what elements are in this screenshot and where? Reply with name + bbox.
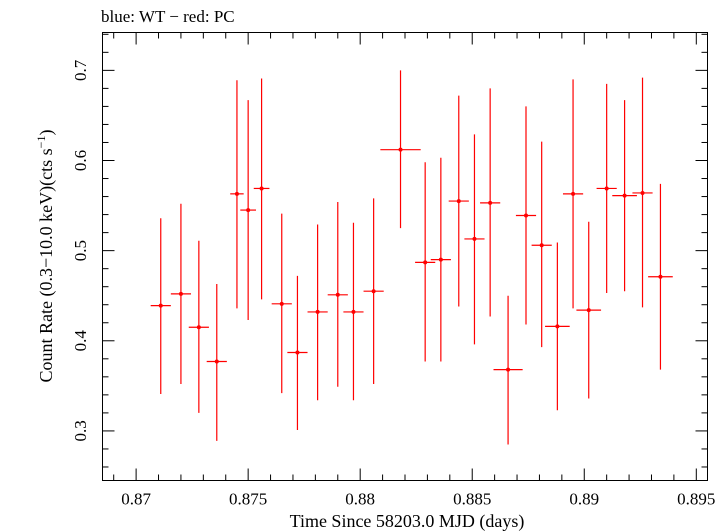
point-marker bbox=[259, 186, 264, 191]
point-marker bbox=[398, 147, 403, 152]
data-point bbox=[648, 183, 673, 370]
point-marker bbox=[234, 191, 239, 196]
point-marker bbox=[640, 190, 645, 195]
point-marker bbox=[246, 208, 251, 213]
x-tick-label: 0.875 bbox=[229, 490, 267, 509]
tick-labels: 0.87 0.875 0.88 0.885 0.89 0.895 0.3 0.4 0.5 0.6 0… bbox=[71, 59, 715, 508]
axis-ticks bbox=[102, 32, 708, 481]
point-marker bbox=[586, 308, 591, 313]
point-marker bbox=[488, 200, 493, 205]
y-axis-label-superscript: −1 bbox=[34, 136, 48, 149]
point-marker bbox=[335, 292, 340, 297]
point-marker bbox=[658, 274, 663, 279]
point-marker bbox=[315, 309, 320, 314]
plot-frame bbox=[102, 32, 708, 481]
point-marker bbox=[158, 303, 163, 308]
data-point bbox=[170, 203, 192, 385]
data-point bbox=[188, 240, 209, 413]
y-axis-label-suffix: ) bbox=[36, 130, 57, 136]
point-marker bbox=[555, 324, 560, 329]
point-marker bbox=[524, 213, 528, 218]
point-marker bbox=[438, 257, 443, 262]
data-point bbox=[493, 295, 523, 445]
data-point bbox=[253, 78, 270, 300]
x-tick-label: 0.895 bbox=[677, 490, 715, 509]
data-point bbox=[576, 221, 602, 399]
data-point bbox=[343, 222, 364, 401]
data-point bbox=[327, 201, 348, 387]
y-axis-label-prefix: Count Rate (0.3−10.0 keV)(cts s bbox=[36, 148, 57, 382]
x-axis-label: Time Since 58203.0 MJD (days) bbox=[290, 511, 525, 532]
y-tick-label: 0.3 bbox=[71, 420, 90, 441]
data-point bbox=[287, 275, 308, 431]
x-tick-label: 0.885 bbox=[453, 490, 491, 509]
y-tick-label: 0.5 bbox=[71, 240, 90, 261]
data-point bbox=[612, 100, 637, 292]
point-marker bbox=[196, 325, 201, 330]
point-marker bbox=[279, 301, 284, 306]
data-point bbox=[380, 70, 421, 229]
data-point bbox=[271, 213, 292, 394]
data-point bbox=[531, 141, 552, 348]
y-tick-label: 0.4 bbox=[71, 330, 90, 352]
point-marker bbox=[604, 186, 609, 191]
data-point bbox=[515, 106, 537, 325]
point-marker bbox=[506, 367, 511, 372]
data-point bbox=[430, 157, 451, 362]
data-point bbox=[480, 88, 501, 317]
chart-title: blue: WT − red: PC bbox=[101, 7, 235, 26]
data-point bbox=[545, 242, 570, 411]
x-tick-label: 0.89 bbox=[569, 490, 599, 509]
data-point bbox=[240, 100, 256, 321]
point-marker bbox=[214, 359, 219, 364]
point-marker bbox=[456, 199, 461, 204]
point-marker bbox=[295, 350, 300, 355]
point-marker bbox=[571, 191, 576, 196]
point-marker bbox=[178, 291, 183, 296]
data-points bbox=[150, 70, 673, 445]
x-tick-label: 0.87 bbox=[121, 490, 151, 509]
data-point bbox=[363, 198, 384, 385]
point-marker bbox=[371, 289, 376, 294]
data-point bbox=[230, 80, 244, 309]
y-tick-label: 0.6 bbox=[71, 150, 90, 171]
data-point bbox=[562, 79, 584, 309]
point-marker bbox=[539, 243, 544, 248]
data-point bbox=[415, 162, 436, 362]
point-marker bbox=[351, 309, 356, 314]
data-point bbox=[632, 77, 653, 308]
data-point bbox=[448, 95, 469, 307]
point-marker bbox=[423, 260, 428, 265]
data-point bbox=[464, 134, 485, 345]
data-point bbox=[596, 83, 617, 294]
point-marker bbox=[622, 193, 627, 198]
data-point bbox=[307, 224, 328, 401]
point-marker bbox=[472, 236, 477, 241]
x-tick-label: 0.88 bbox=[345, 490, 375, 509]
data-point bbox=[150, 218, 171, 394]
y-tick-label: 0.7 bbox=[71, 59, 90, 81]
y-axis-label: Count Rate (0.3−10.0 keV)(cts s−1) bbox=[34, 130, 57, 383]
data-point bbox=[206, 283, 227, 441]
